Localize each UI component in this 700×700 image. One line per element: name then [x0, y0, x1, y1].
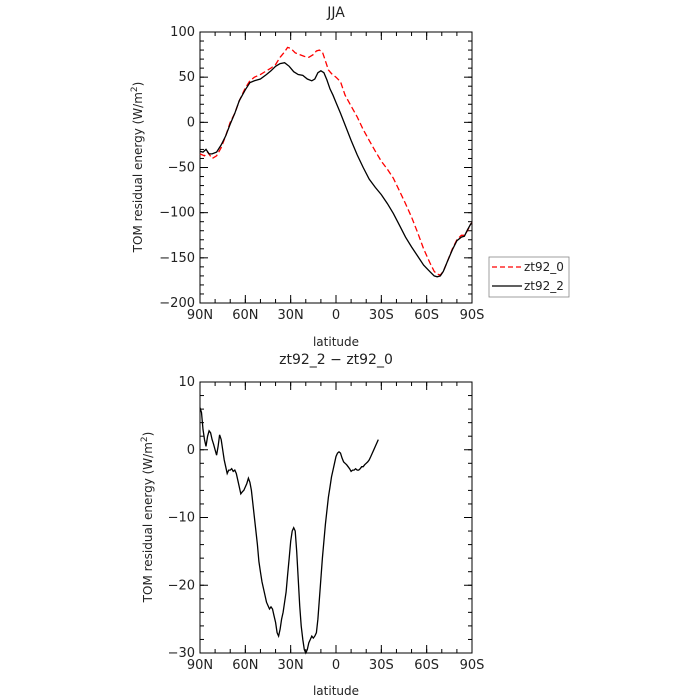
top-x-tick-label: 90N: [187, 308, 213, 323]
legend-label-zt92-0: zt92_0: [524, 260, 564, 274]
bottom-plot-area: [199, 381, 473, 654]
top-x-tick-label: 60N: [232, 308, 258, 323]
top-x-tick-label: 90S: [460, 308, 485, 323]
top-x-tick-label: 30N: [278, 308, 304, 323]
bottom-x-axis: 90N 60N 30N 0 30S 60S 90S: [187, 382, 485, 673]
bottom-x-axis-label: latitude: [313, 684, 359, 698]
top-plot-frame: [199, 31, 473, 304]
legend-box: [488, 256, 570, 298]
top-series-group: [199, 46, 473, 278]
bottom-series-line-0: [199, 407, 379, 655]
top-y-axis: 100 50 0 −50 −100 −150 −200: [159, 25, 472, 311]
bottom-x-tick-label: 30S: [369, 658, 394, 673]
bottom-chart-title: zt92_2 − zt92_0: [279, 352, 393, 368]
top-y-axis-label-main: TOM residual energy (W/m: [131, 92, 145, 253]
bottom-y-tick-label: −10: [168, 511, 195, 526]
top-x-tick-label: 0: [332, 308, 340, 323]
bottom-y-axis-label-sup: 2: [140, 436, 150, 442]
bottom-y-tick-label: 0: [187, 443, 195, 458]
bottom-y-axis-label: TOM residual energy (W/m2): [140, 432, 155, 604]
top-y-tick-label: −50: [168, 161, 195, 176]
bottom-y-tick-label: −20: [168, 578, 195, 593]
bottom-x-tick-label: 90N: [187, 658, 213, 673]
top-y-tick-label: −100: [159, 206, 195, 221]
top-y-tick-label: −200: [159, 296, 195, 311]
top-chart: JJA 100 50 0 −50 −100 −150 −200 90N 60N 30N 0 30S 6…: [130, 5, 570, 349]
top-y-tick-label: 50: [178, 70, 195, 85]
bottom-y-tick-label: 10: [178, 375, 195, 390]
bottom-y-tick-label: −30: [168, 646, 195, 661]
bottom-chart: zt92_2 − zt92_0 10 0 −10 −20 −30 90N 60N 30N 0 3…: [140, 352, 484, 698]
top-x-axis-label: latitude: [313, 335, 359, 349]
top-y-axis-label-end: ): [131, 82, 145, 87]
top-x-tick-label: 30S: [369, 308, 394, 323]
top-legend: zt92_0 zt92_2: [488, 256, 570, 298]
top-plot-area: [199, 31, 473, 304]
top-chart-title: JJA: [326, 5, 345, 21]
top-series-line-zt92-0: [199, 46, 473, 276]
bottom-y-axis-label-end: ): [141, 432, 155, 437]
top-series-line-zt92-2: [199, 62, 473, 278]
top-y-tick-label: −150: [159, 251, 195, 266]
bottom-x-tick-label: 30N: [278, 658, 304, 673]
bottom-x-tick-label: 90S: [460, 658, 485, 673]
top-y-axis-label-sup: 2: [130, 86, 140, 92]
top-y-tick-label: 100: [170, 25, 195, 40]
top-y-tick-label: 0: [187, 115, 195, 130]
bottom-y-axis: 10 0 −10 −20 −30: [168, 375, 472, 661]
top-x-axis: 90N 60N 30N 0 30S 60S 90S: [187, 32, 485, 323]
bottom-y-axis-label-main: TOM residual energy (W/m: [141, 442, 155, 603]
top-x-tick-label: 60S: [414, 308, 439, 323]
legend-label-zt92-2: zt92_2: [524, 279, 564, 293]
top-y-axis-label: TOM residual energy (W/m2): [130, 82, 145, 254]
bottom-x-tick-label: 60S: [414, 658, 439, 673]
bottom-series-group: [199, 407, 379, 655]
bottom-x-tick-label: 0: [332, 658, 340, 673]
bottom-x-tick-label: 60N: [232, 658, 258, 673]
